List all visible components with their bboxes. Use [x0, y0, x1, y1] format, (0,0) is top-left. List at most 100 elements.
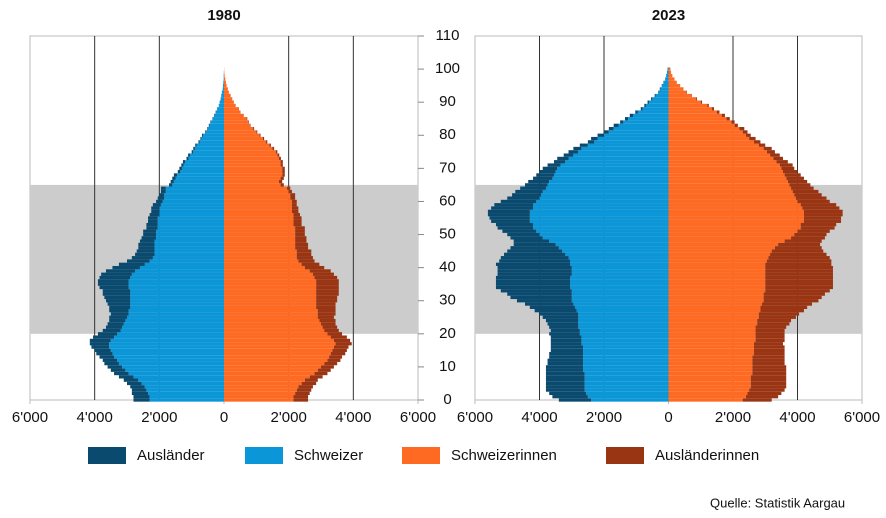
bar [594, 140, 669, 144]
bar [747, 391, 782, 396]
bar [223, 83, 224, 88]
bar [507, 292, 572, 296]
bar [502, 229, 537, 233]
bar [668, 332, 756, 336]
bar [668, 170, 783, 174]
bar [207, 127, 208, 131]
bar [547, 361, 584, 366]
bar [668, 229, 798, 233]
bar [766, 150, 775, 154]
bar [800, 226, 835, 230]
bar [550, 348, 584, 353]
bar [224, 206, 292, 210]
bar [668, 352, 754, 356]
bar [215, 110, 224, 114]
bar [755, 328, 785, 333]
bar [753, 345, 785, 349]
bar [293, 216, 302, 220]
bar [191, 150, 194, 154]
bar [691, 93, 692, 98]
bar [495, 285, 571, 290]
bar [154, 246, 224, 250]
bar [586, 391, 669, 396]
bar [495, 222, 534, 227]
bar [504, 252, 566, 257]
bar [583, 345, 669, 349]
bar [224, 117, 247, 121]
bar [765, 272, 833, 276]
bar [510, 295, 572, 300]
bar [89, 342, 110, 346]
bar [550, 345, 584, 349]
bar [159, 213, 224, 217]
y-tick-label: 60 [439, 192, 456, 209]
bar [109, 315, 127, 319]
bar [668, 83, 680, 88]
bar [219, 100, 224, 104]
bar [280, 183, 284, 187]
bar [668, 398, 743, 402]
bar [797, 229, 830, 233]
bar [752, 358, 785, 362]
bar [295, 242, 309, 247]
bar [224, 74, 225, 78]
bar [668, 143, 759, 147]
bar [668, 395, 746, 399]
bar [249, 123, 251, 127]
bar [321, 322, 336, 326]
bar [753, 348, 785, 353]
bar [541, 193, 669, 197]
bar [295, 239, 307, 243]
bar [550, 328, 580, 333]
bar [668, 256, 769, 260]
bar [316, 282, 339, 286]
bar [655, 93, 669, 98]
x-tick-label: 2'000 [141, 409, 177, 426]
legend-label: Schweizer [294, 447, 363, 464]
bar [583, 361, 669, 366]
bar [259, 133, 261, 137]
bar [190, 153, 224, 157]
bar [151, 209, 160, 214]
bar [584, 381, 669, 386]
bar [327, 358, 341, 362]
bar [333, 338, 351, 343]
bar [211, 120, 224, 124]
bar [135, 269, 224, 273]
bar [127, 315, 224, 319]
bar [157, 216, 224, 220]
bar [224, 113, 244, 118]
y-tick-label: 50 [439, 226, 456, 243]
bar [128, 282, 224, 286]
bar [175, 176, 224, 180]
bar [224, 232, 296, 237]
bar [753, 140, 761, 144]
bar [763, 299, 819, 303]
bar [597, 133, 604, 137]
bar [123, 322, 224, 326]
bar [618, 123, 669, 127]
bar [133, 398, 150, 402]
bar [555, 170, 669, 174]
bar [753, 352, 785, 356]
bar [663, 80, 669, 84]
bar [94, 348, 111, 353]
bar [224, 378, 305, 382]
bar [745, 133, 751, 137]
bar [224, 328, 325, 333]
bar [224, 295, 317, 300]
bar [296, 252, 312, 257]
bar [262, 136, 265, 141]
bar [534, 309, 577, 313]
bar [99, 285, 129, 290]
bar [557, 156, 569, 161]
bar [256, 130, 258, 134]
bar [545, 371, 585, 376]
bar [668, 189, 793, 194]
bar [224, 332, 328, 336]
y-tick-label: 90 [439, 93, 456, 110]
bar [668, 239, 785, 243]
bar [224, 358, 328, 362]
bar [224, 193, 291, 197]
y-tick-label: 30 [439, 292, 456, 309]
